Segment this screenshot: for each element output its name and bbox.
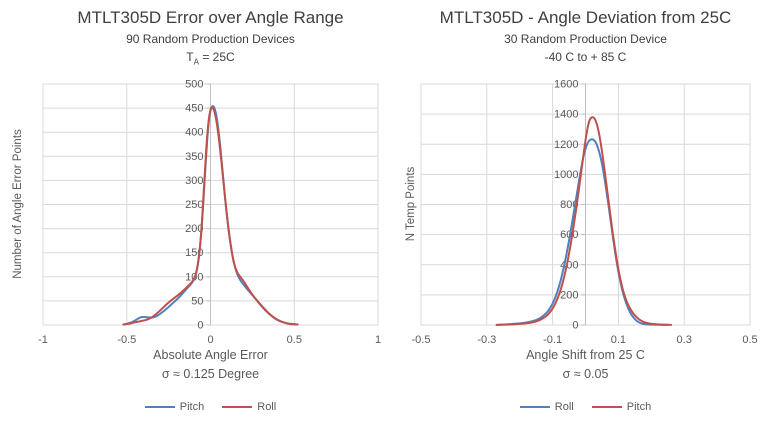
x-axis-sigma-note: σ ≈ 0.05 [562, 367, 609, 381]
chart-angle-deviation-from-25c: MTLT305D - Angle Deviation from 25C 30 R… [383, 0, 766, 423]
legend-label: Roll [257, 401, 277, 413]
x-tick-label: -0.5 [412, 334, 431, 346]
legend-item-pitch: Pitch [591, 401, 652, 413]
y-tick-label: 0 [572, 320, 578, 332]
roll-line-swatch-icon [222, 406, 253, 408]
subtitle-temp-suffix: = 25C [198, 50, 235, 64]
legend-item-pitch: Pitch [144, 401, 205, 413]
y-tick-label: 350 [185, 151, 203, 163]
chart-subtitle-devices: 90 Random Production Devices [126, 32, 295, 46]
x-tick-label: 0.5 [742, 334, 757, 346]
legend-label: Pitch [179, 401, 205, 413]
x-axis-title: Absolute Angle Error [153, 348, 268, 362]
chart-subtitle-temperature-range: -40 C to + 85 C [544, 50, 627, 64]
chart-title: MTLT305D - Angle Deviation from 25C [439, 8, 732, 27]
chart-title: MTLT305D Error over Angle Range [77, 8, 344, 27]
x-tick-label: -1 [38, 334, 48, 346]
legend-item-roll: Roll [222, 401, 276, 413]
chart-subtitle-devices: 30 Random Production Device [504, 32, 667, 46]
legend: Roll Pitch [421, 399, 750, 415]
x-tick-label: 0.5 [287, 334, 302, 346]
subtitle-temp-subscript: A [193, 57, 199, 67]
roll-line-swatch-icon [519, 406, 550, 408]
subtitle-temp-prefix: T [186, 50, 194, 64]
x-tick-label: 0.1 [611, 334, 626, 346]
y-tick-label: 200 [560, 289, 578, 301]
y-tick-label: 50 [191, 295, 203, 307]
series-line-roll [122, 106, 299, 326]
y-tick-label: 250 [185, 199, 203, 211]
x-axis-title: Angle Shift from 25 C [526, 348, 645, 362]
y-tick-label: 1200 [554, 139, 578, 151]
chart-error-over-angle-range: MTLT305D Error over Angle Range 90 Rando… [12, 8, 381, 415]
x-tick-label: 0.3 [677, 334, 692, 346]
y-tick-label: 1600 [554, 79, 578, 91]
x-tick-label: -0.1 [543, 334, 562, 346]
x-tick-label: 1 [375, 334, 381, 346]
x-tick-label: -0.3 [477, 334, 496, 346]
legend-item-roll: Roll [519, 401, 574, 413]
pitch-line-swatch-icon [144, 406, 175, 408]
legend-label: Pitch [626, 401, 652, 413]
chart-subtitle-temperature: TA = 25C [43, 50, 378, 66]
x-axis-sigma-note: σ ≈ 0.125 Degree [161, 367, 260, 381]
x-tick-label: -0.5 [117, 334, 136, 346]
y-tick-label: 0 [197, 320, 203, 332]
y-tick-label: 400 [185, 127, 203, 139]
y-tick-label: 300 [185, 175, 203, 187]
y-tick-label: 500 [185, 79, 203, 91]
series-line-roll [495, 138, 669, 326]
y-tick-label: 450 [185, 103, 203, 115]
y-tick-label: 200 [185, 223, 203, 235]
pitch-line-swatch-icon [591, 406, 622, 408]
legend-label: Roll [554, 401, 574, 413]
series-line-pitch [495, 116, 673, 326]
x-tick-label: 0 [207, 334, 213, 346]
y-tick-label: 1400 [554, 109, 578, 121]
legend: Pitch Roll [43, 399, 378, 415]
y-tick-label: 1000 [554, 169, 578, 181]
